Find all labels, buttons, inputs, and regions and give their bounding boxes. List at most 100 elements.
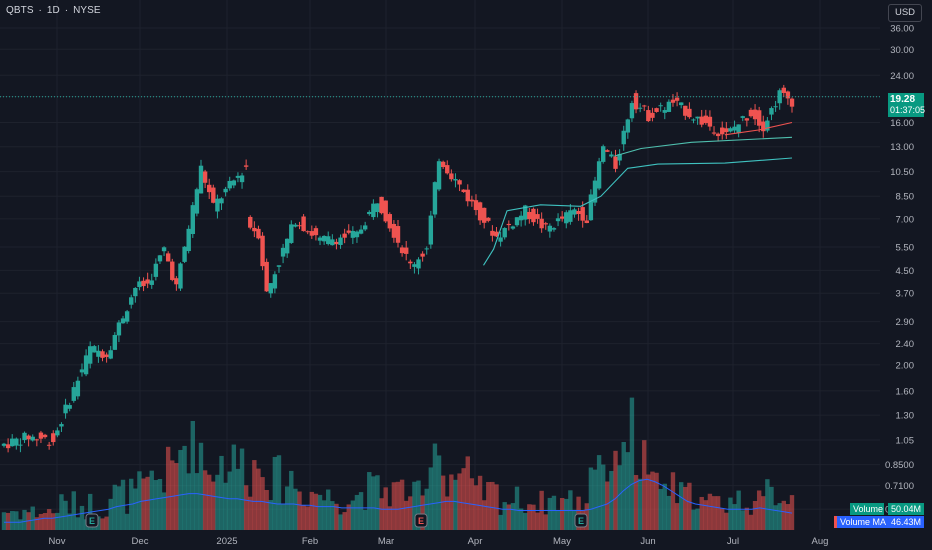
price-tick-label: 16.00 <box>890 118 914 129</box>
volume-bar <box>650 471 655 530</box>
candle-body <box>678 102 684 106</box>
volume-bar <box>22 509 27 530</box>
candle-body <box>34 439 40 441</box>
volume-bar <box>79 505 85 530</box>
candle-body <box>404 247 409 254</box>
earnings-marker-label: E <box>578 516 584 526</box>
volume-bar <box>120 479 126 530</box>
candle-body <box>59 424 64 427</box>
candle-body <box>71 387 76 401</box>
volume-bar <box>149 470 154 530</box>
earnings-marker-label: E <box>418 516 424 526</box>
volume-bar <box>756 490 762 530</box>
candle-body <box>477 202 483 221</box>
volume-bar <box>375 475 380 530</box>
candle-body <box>744 118 750 121</box>
candle-body <box>785 91 791 99</box>
volume-bar <box>527 504 532 530</box>
candle-body <box>720 127 725 135</box>
candle-body <box>584 220 589 224</box>
volume-bar <box>14 511 19 530</box>
interval-label: 1D <box>46 5 60 16</box>
candle-body <box>518 215 524 221</box>
volume-bar <box>629 397 635 530</box>
volume-bar <box>440 475 446 530</box>
price-tick-label: 7.00 <box>896 214 915 225</box>
volume-bar <box>280 504 286 530</box>
symbol-header[interactable]: QBTS · 1D · NYSE <box>6 5 103 16</box>
candle-body <box>198 165 204 194</box>
candle-body <box>559 216 565 219</box>
volume-bar <box>182 445 187 530</box>
volume-bar <box>326 489 331 530</box>
volume-bar <box>662 483 667 530</box>
candle-body <box>687 108 692 118</box>
volume-bar <box>141 478 146 530</box>
volume-bar <box>137 471 142 530</box>
volume-bar <box>674 503 680 530</box>
candle-body <box>481 207 487 223</box>
candle-body <box>100 351 105 358</box>
volume-ma-legend-value: 46.43M <box>888 516 925 528</box>
candle-body <box>674 97 680 101</box>
currency-button[interactable]: USD <box>888 4 922 22</box>
candle-body <box>568 210 573 222</box>
volume-bar <box>506 504 512 530</box>
volume-bar <box>202 470 208 530</box>
volume-bar <box>387 506 392 530</box>
volume-bar <box>276 455 282 530</box>
candle-body <box>79 369 85 373</box>
volume-bar <box>510 503 516 530</box>
candle-body <box>51 433 56 443</box>
volume-bar <box>264 489 269 530</box>
volume-bar <box>346 504 351 530</box>
volume-bar <box>748 514 754 530</box>
volume-bar <box>399 479 405 530</box>
candle-body <box>87 346 93 364</box>
volume-bar <box>572 509 577 530</box>
volume-bar <box>219 455 224 530</box>
volume-bar <box>744 507 750 530</box>
volume-bar <box>252 460 257 530</box>
candle-body <box>527 211 532 220</box>
candle-body <box>625 119 631 133</box>
candle-body <box>124 311 130 322</box>
volume-bar <box>625 452 631 530</box>
candle-body <box>609 154 614 157</box>
candle-body <box>637 107 643 109</box>
price-tick-label: 2.00 <box>896 360 915 371</box>
volume-bar <box>670 472 676 530</box>
candle-body <box>732 126 737 131</box>
volume-bar <box>186 473 191 530</box>
candle-body <box>699 116 704 125</box>
volume-bar <box>157 478 163 530</box>
candle-body <box>617 154 622 161</box>
volume-bar <box>362 509 368 530</box>
volume-bar <box>51 513 56 530</box>
volume-bar <box>613 450 618 530</box>
candle-body <box>752 109 758 120</box>
last-price-value: 19.28 <box>890 94 916 105</box>
volume-bar <box>297 491 302 530</box>
volume-bar <box>453 479 458 530</box>
volume-bar <box>666 495 672 530</box>
candle-body <box>354 231 360 238</box>
candle-body <box>683 105 688 116</box>
ma-line <box>724 121 793 136</box>
volume-bar <box>289 470 294 530</box>
volume-bar <box>477 475 483 530</box>
volume-bar <box>703 500 709 530</box>
candle-body <box>391 223 397 238</box>
candle-body <box>112 334 118 350</box>
candle-body <box>707 116 713 127</box>
volume-bar <box>367 472 372 530</box>
volume-bar <box>301 504 306 530</box>
volume-bar <box>108 498 113 530</box>
candle-body <box>440 161 446 167</box>
volume-bar <box>293 488 298 530</box>
candle-body <box>633 93 639 110</box>
volume-bar <box>194 473 200 530</box>
candle-body <box>412 264 417 267</box>
time-axis[interactable]: Nov Dec 2025 Feb Mar Apr May Jun Jul Aug <box>0 531 932 550</box>
